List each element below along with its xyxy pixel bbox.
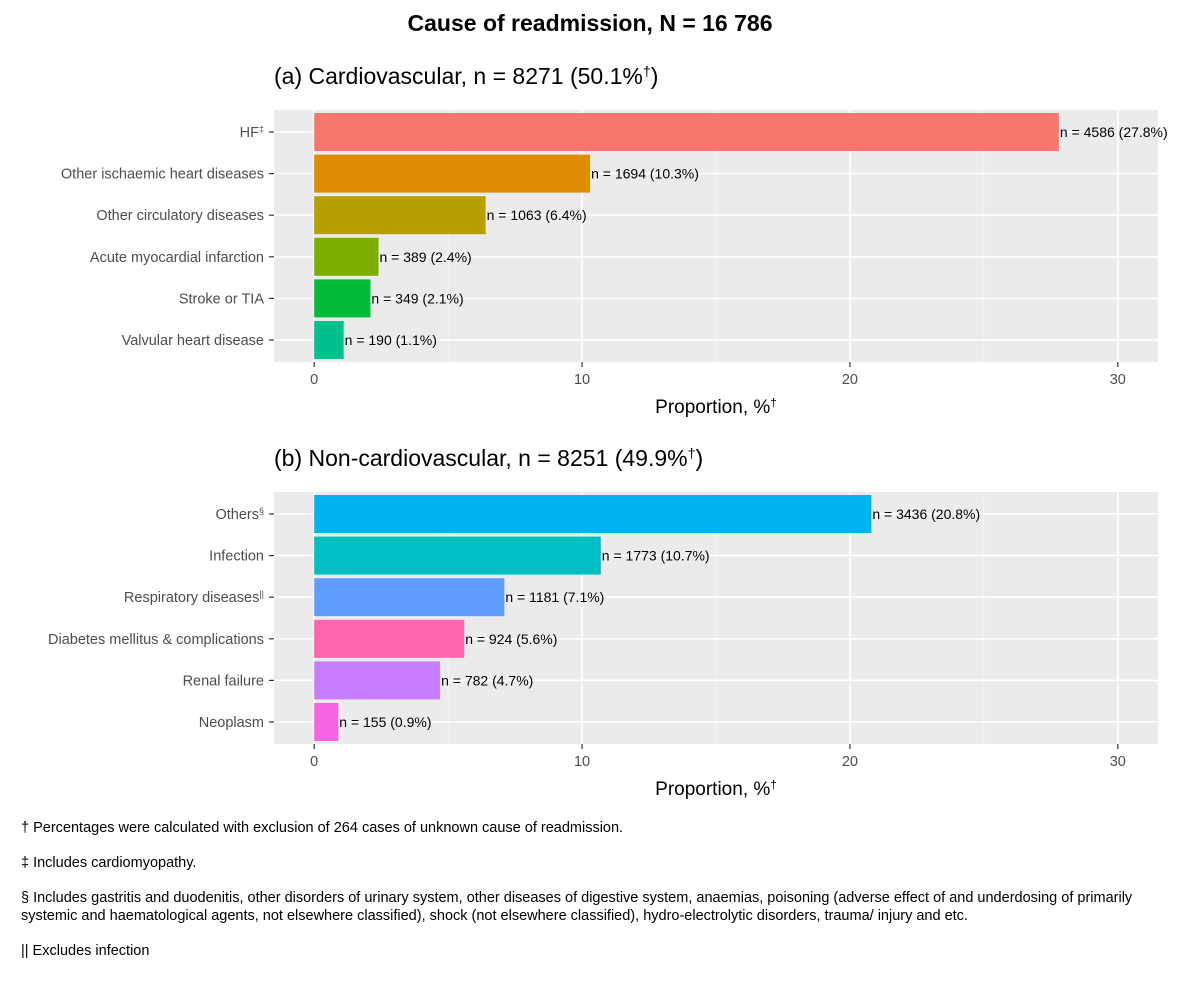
footnotes: † Percentages were calculated with exclu…	[21, 819, 1181, 977]
category-label: Valvular heart disease	[122, 333, 264, 349]
x-tick-label: 10	[574, 372, 590, 388]
bar-data-label: n = 1063 (6.4%)	[487, 207, 587, 223]
footnote-parallel: || Excludes infection	[21, 943, 150, 959]
x-axis-label: Proportion, %†	[655, 397, 777, 419]
footnote-double-dagger: ‡ Includes cardiomyopathy.	[21, 855, 197, 871]
x-tick-label: 30	[1110, 372, 1126, 388]
category-label: Others§	[215, 506, 264, 523]
footnote-section: § Includes gastritis and duodenitis, oth…	[21, 890, 1133, 924]
panel-title: (b) Non-cardiovascular, n = 8251 (49.9%†…	[274, 445, 703, 471]
bar	[314, 495, 872, 533]
category-label: HF‡	[240, 124, 264, 141]
bar	[314, 619, 465, 658]
bar-data-label: n = 349 (2.1%)	[371, 290, 463, 306]
category-label: Respiratory diseases||	[124, 589, 264, 606]
category-label: Renal failure	[183, 673, 264, 689]
category-label: Neoplasm	[199, 715, 264, 731]
footnote-dagger: † Percentages were calculated with exclu…	[21, 820, 624, 836]
bar	[314, 536, 601, 575]
bar	[314, 237, 379, 276]
bar-data-label: n = 190 (1.1%)	[345, 332, 437, 348]
x-axis-label: Proportion, %†	[655, 779, 777, 801]
bar	[314, 113, 1059, 151]
bar-data-label: n = 1181 (7.1%)	[505, 589, 604, 605]
chart-cardiovascular: (a) Cardiovascular, n = 8271 (50.1%†) n =…	[61, 63, 1168, 419]
x-tick-label: 30	[1110, 754, 1126, 770]
x-tick-label: 20	[842, 754, 858, 770]
bar-data-label: n = 924 (5.6%)	[465, 631, 557, 647]
bar	[314, 578, 505, 617]
panel-title: (a) Cardiovascular, n = 8271 (50.1%†)	[274, 63, 658, 89]
bar-data-label: n = 782 (4.7%)	[441, 672, 533, 688]
bar	[314, 154, 591, 193]
bar-data-label: n = 389 (2.4%)	[379, 249, 471, 265]
bar	[314, 196, 486, 235]
x-tick-label: 10	[574, 754, 590, 770]
bar-data-label: n = 155 (0.9%)	[339, 714, 431, 730]
chart-non-cardiovascular: (b) Non-cardiovascular, n = 8251 (49.9%†…	[48, 445, 1158, 801]
x-tick-label: 0	[310, 372, 318, 388]
bar-data-label: n = 4586 (27.8%)	[1060, 124, 1168, 140]
bar-data-label: n = 1694 (10.3%)	[591, 166, 699, 182]
x-tick-label: 0	[310, 754, 318, 770]
page-title: Cause of readmission, N = 16 786	[407, 10, 773, 36]
bar	[314, 321, 344, 359]
bar	[314, 703, 339, 741]
bar	[314, 661, 441, 700]
bar-data-label: n = 1773 (10.7%)	[602, 548, 710, 564]
bar	[314, 279, 371, 318]
category-label: Stroke or TIA	[179, 291, 264, 307]
bar-data-label: n = 3436 (20.8%)	[872, 506, 980, 522]
category-label: Acute myocardial infarction	[90, 250, 264, 266]
x-tick-label: 20	[842, 372, 858, 388]
category-label: Diabetes mellitus & complications	[48, 632, 264, 648]
category-label: Other ischaemic heart diseases	[61, 167, 264, 183]
category-label: Infection	[209, 549, 264, 565]
category-label: Other circulatory diseases	[96, 208, 264, 224]
